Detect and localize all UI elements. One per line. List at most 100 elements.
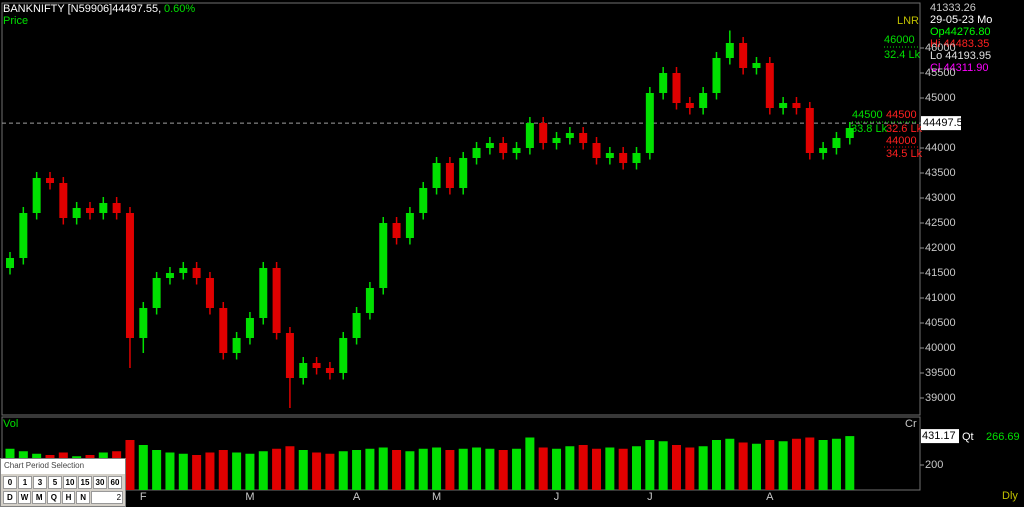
candle-body — [179, 268, 188, 273]
candle-body — [152, 278, 161, 308]
volume-last-box — [921, 429, 959, 444]
period-button[interactable]: Q — [47, 491, 61, 504]
volume-bar — [418, 448, 428, 490]
candle-body — [325, 368, 334, 373]
period-title: Chart Period Selection — [1, 459, 125, 474]
period-button[interactable]: N — [76, 491, 91, 504]
period-button[interactable]: W — [17, 491, 32, 504]
period-count[interactable] — [91, 491, 124, 504]
volume-bar — [205, 452, 215, 490]
candle-body — [259, 268, 268, 318]
volume-bar — [312, 452, 322, 490]
candle-body — [485, 143, 494, 148]
candle-body — [739, 43, 748, 68]
indicator-label: 44500 — [852, 109, 883, 121]
volume-bar — [538, 447, 548, 490]
change: 0.60% — [164, 3, 195, 15]
candle-body — [552, 138, 561, 143]
candle-body — [645, 93, 654, 153]
indicator-label: 32.4 Lk — [884, 49, 921, 61]
y-tick-label: 42500 — [925, 217, 956, 229]
volume-bar — [512, 448, 522, 490]
volume-label: Vol — [3, 418, 18, 430]
volume-bar — [778, 441, 788, 490]
volume-bar — [192, 455, 202, 490]
y-tick-label: 41500 — [925, 267, 956, 279]
candle-body — [659, 73, 668, 93]
candle-body — [419, 188, 428, 213]
volume-bar — [725, 438, 735, 490]
indicator-label: 44000 — [886, 135, 917, 147]
period-button[interactable]: H — [61, 491, 76, 504]
volume-bar — [845, 436, 855, 490]
candle-body — [605, 153, 614, 158]
volume-bar — [285, 446, 295, 490]
candle-body — [85, 208, 94, 213]
period-button[interactable]: 60 — [108, 476, 122, 489]
candle-body — [232, 338, 241, 353]
x-tick-label: M — [245, 491, 254, 503]
y-tick-label: 200 — [925, 459, 943, 471]
candle-body — [312, 363, 321, 368]
volume-bar — [552, 448, 562, 490]
period-button[interactable]: M — [32, 491, 47, 504]
volume-bar — [698, 446, 708, 490]
volume-bar — [605, 447, 615, 490]
candle-body — [539, 123, 548, 143]
period-button[interactable]: D — [3, 491, 17, 504]
volume-bar — [618, 448, 628, 490]
volume-bar — [818, 440, 828, 490]
volume-bar — [672, 445, 681, 490]
indicator-label: 46000 — [884, 34, 915, 46]
candle-body — [139, 308, 148, 338]
candle-body — [59, 183, 68, 218]
period-button[interactable]: 0 — [3, 476, 17, 489]
candle-body — [205, 278, 214, 308]
candle-body — [725, 43, 734, 58]
candle-body — [72, 208, 81, 218]
x-tick-label: J — [647, 491, 653, 503]
info-line: Op44276.80 — [930, 26, 991, 38]
volume-bar — [378, 447, 388, 490]
volume-bar — [831, 438, 841, 490]
candle-body — [352, 313, 361, 338]
volume-bar — [152, 450, 162, 490]
period-button[interactable]: 3 — [33, 476, 47, 489]
candle-body — [339, 338, 348, 373]
qty-label: Qt — [962, 431, 974, 443]
candle-body — [445, 163, 454, 188]
volume-bar — [272, 448, 282, 490]
candle-body — [219, 308, 228, 353]
y-tick-label: 44000 — [925, 142, 956, 154]
period-button[interactable]: 1 — [18, 476, 32, 489]
volume-bar — [645, 440, 655, 490]
period-button[interactable]: 5 — [48, 476, 62, 489]
candle-body — [19, 213, 28, 258]
candle-body — [392, 223, 401, 238]
volume-bar — [352, 450, 362, 490]
candle-body — [699, 93, 708, 108]
volume-bar — [685, 447, 695, 490]
volume-bar — [392, 450, 402, 490]
volume-bar — [245, 453, 255, 490]
candle-body — [805, 108, 814, 153]
period-button[interactable]: 10 — [63, 476, 77, 489]
price-panel — [1, 2, 921, 416]
candle-body — [565, 133, 574, 138]
candle-body — [32, 178, 41, 213]
candle-body — [365, 288, 374, 313]
symbol: BANKNIFTY [N59906]44497.55, — [3, 3, 161, 15]
period-button[interactable]: 15 — [78, 476, 92, 489]
candle-body — [472, 148, 481, 158]
y-tick-label: 43000 — [925, 192, 956, 204]
period-button[interactable]: 30 — [93, 476, 107, 489]
indicator-label: 32.6 Lk — [886, 123, 923, 135]
candle-body — [405, 213, 414, 238]
volume-bar — [765, 440, 775, 490]
info-line: Cl 44311.90 — [930, 62, 989, 74]
y-tick-label: 40500 — [925, 317, 956, 329]
volume-bar — [178, 453, 188, 490]
candle-body — [779, 103, 788, 108]
